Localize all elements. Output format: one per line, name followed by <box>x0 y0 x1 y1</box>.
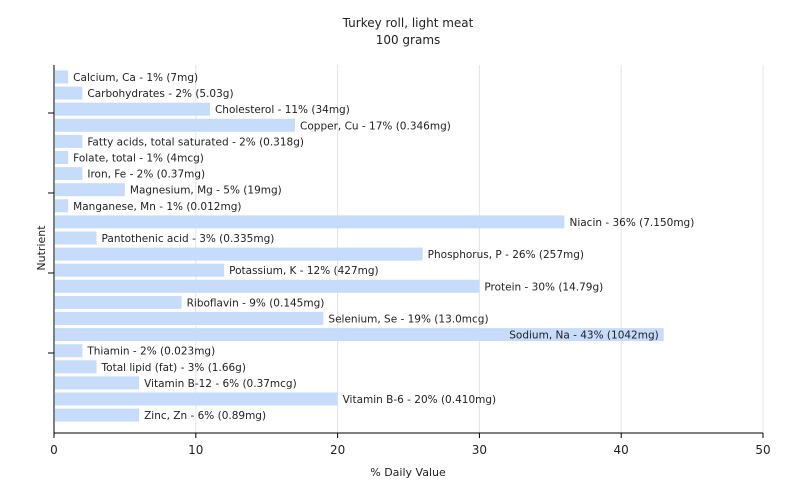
bar-label: Thiamin - 2% (0.023mg) <box>86 346 215 358</box>
bar-label: Fatty acids, total saturated - 2% (0.318… <box>87 136 304 148</box>
x-axis-label: % Daily Value <box>370 466 446 479</box>
axes: 0 10 20 30 40 50 <box>48 65 771 457</box>
bar-label: Pantothenic acid - 3% (0.335mg) <box>102 233 275 245</box>
bar-label: Cholesterol - 11% (34mg) <box>215 104 350 116</box>
bar-label: Calcium, Ca - 1% (7mg) <box>73 72 198 84</box>
bar-label: Vitamin B-6 - 20% (0.410mg) <box>343 394 497 406</box>
bar <box>55 295 182 309</box>
bar <box>55 167 83 181</box>
chart-title: Turkey roll, light meat <box>342 16 474 30</box>
bar-label: Potassium, K - 12% (427mg) <box>229 265 379 277</box>
bar-label: Sodium, Na - 43% (1042mg) <box>509 330 658 342</box>
bar-label: Magnesium, Mg - 5% (19mg) <box>130 185 282 197</box>
bar <box>55 392 338 406</box>
bar-label: Phosphorus, P - 26% (257mg) <box>428 249 584 261</box>
x-tick-label: 30 <box>472 443 487 457</box>
bar-label: Selenium, Se - 19% (13.0mcg) <box>328 314 488 326</box>
bar-label: Folate, total - 1% (4mcg) <box>73 153 204 165</box>
x-tick-label: 40 <box>614 443 629 457</box>
bar <box>55 134 83 148</box>
bar <box>55 376 140 390</box>
bar-label: Zinc, Zn - 6% (0.89mg) <box>144 410 266 422</box>
bar-label: Iron, Fe - 2% (0.37mg) <box>87 169 205 181</box>
bar <box>55 344 83 358</box>
bar <box>55 263 225 277</box>
bar <box>55 279 480 293</box>
bar-label: Protein - 30% (14.79g) <box>484 281 603 293</box>
bar <box>55 183 125 197</box>
bar <box>55 328 664 342</box>
bar <box>55 312 324 325</box>
bar-label: Total lipid (fat) - 3% (1.66g) <box>101 362 246 374</box>
bar-label: Niacin - 36% (7.150mg) <box>569 217 694 229</box>
bar <box>55 360 97 374</box>
bar-label: Copper, Cu - 17% (0.346mg) <box>300 120 451 132</box>
bar <box>55 86 83 100</box>
bar-label: Carbohydrates - 2% (5.03g) <box>87 88 233 100</box>
bar <box>55 408 140 422</box>
y-axis-label: Nutrient <box>35 225 48 271</box>
bar <box>55 70 69 84</box>
x-tick-label: 20 <box>330 443 345 457</box>
grid <box>195 65 764 433</box>
x-tick-label: 0 <box>50 443 58 457</box>
bar <box>55 199 69 213</box>
x-tick-label: 10 <box>188 443 203 457</box>
x-tick-label: 50 <box>755 443 770 457</box>
bar <box>55 231 97 245</box>
bar-label: Vitamin B-12 - 6% (0.37mcg) <box>144 378 297 390</box>
bar <box>55 247 423 261</box>
bar-label: Riboflavin - 9% (0.145mg) <box>187 297 325 309</box>
bar <box>55 215 565 229</box>
bar <box>55 118 296 132</box>
bar <box>55 102 210 116</box>
bar <box>55 151 69 164</box>
bar-label: Manganese, Mn - 1% (0.012mg) <box>73 201 241 213</box>
chart-subtitle: 100 grams <box>376 33 441 47</box>
bars: Calcium, Ca - 1% (7mg) Carbohydrates - 2%… <box>55 70 694 422</box>
